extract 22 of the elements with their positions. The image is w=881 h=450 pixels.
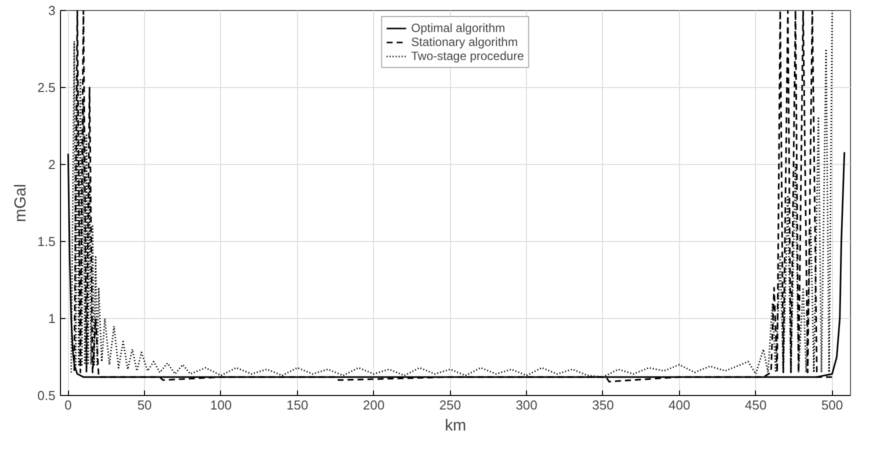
x-tick-label: 300 (516, 398, 538, 412)
y-tick-label: 2.5 (37, 80, 56, 95)
x-tick-label: 50 (137, 398, 152, 412)
x-tick-label: 100 (210, 398, 232, 412)
x-tick-label: 250 (439, 398, 462, 412)
y-tick-label: 1.5 (37, 234, 56, 249)
x-tick-label: 400 (668, 398, 690, 412)
y-tick-label: 0.5 (37, 388, 56, 403)
x-tick-label: 0 (64, 398, 72, 412)
y-tick-label: 3 (48, 3, 56, 18)
x-tick-label: 200 (362, 398, 385, 412)
x-axis-title: km (444, 418, 466, 434)
y-tick-label: 1 (48, 311, 56, 326)
y-tick-label: 2 (48, 157, 56, 172)
legend-label: Two-stage procedure (411, 49, 524, 63)
y-axis-title: mGal (12, 184, 30, 222)
x-tick-label: 450 (744, 398, 767, 412)
x-tick-label: 500 (821, 398, 844, 412)
x-tick-label: 350 (592, 398, 614, 412)
legend-label: Optimal algorithm (411, 21, 506, 35)
x-tick-label: 150 (286, 398, 308, 412)
legend-label: Stationary algorithm (411, 35, 518, 49)
